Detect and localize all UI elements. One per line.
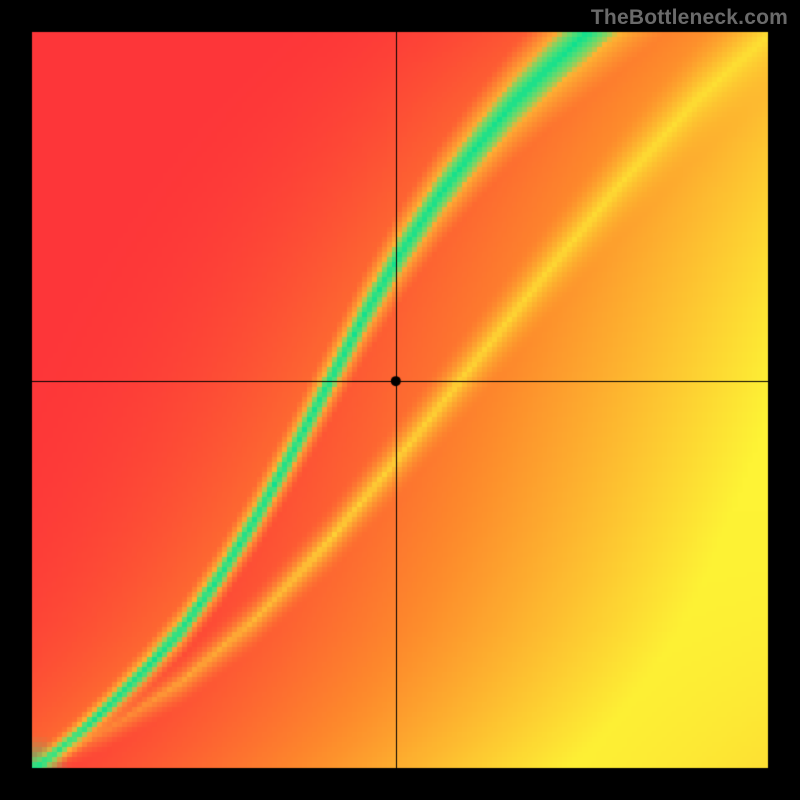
bottleneck-heatmap-canvas <box>0 0 800 800</box>
watermark-text: TheBottleneck.com <box>591 6 788 30</box>
chart-container: TheBottleneck.com <box>0 0 800 800</box>
